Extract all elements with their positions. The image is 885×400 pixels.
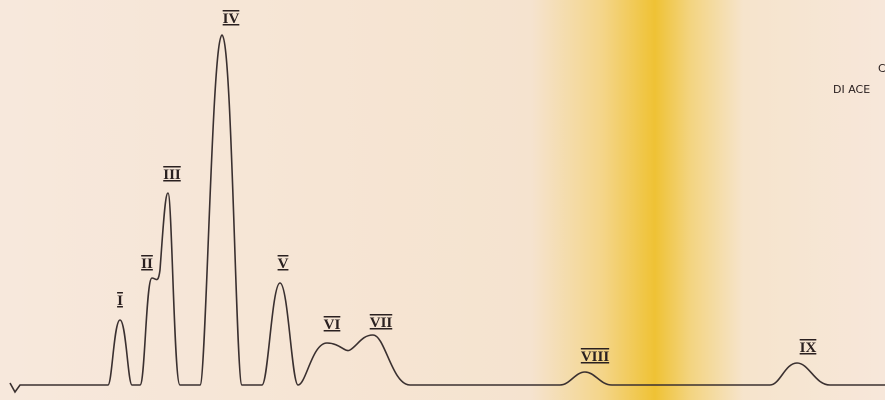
peak-label: IV — [223, 11, 240, 27]
peak-label: VI — [324, 317, 341, 333]
annotation: DI ACE — [833, 83, 870, 96]
peak-label: V — [278, 256, 289, 272]
chromatogram-scan: I II III IV V VI VII VIII IX C DI ACE — [0, 0, 885, 400]
peak-label: IX — [800, 340, 817, 356]
peak-label: III — [163, 167, 181, 183]
peak-label: VII — [370, 315, 393, 331]
peak-label: VIII — [581, 349, 610, 365]
page: I II III IV V VI VII VIII IX C DI ACE ((… — [0, 0, 885, 400]
paper-background — [0, 0, 885, 400]
annotation: C — [878, 62, 885, 75]
peak-label: II — [141, 256, 153, 272]
peak-label: I — [117, 293, 123, 309]
